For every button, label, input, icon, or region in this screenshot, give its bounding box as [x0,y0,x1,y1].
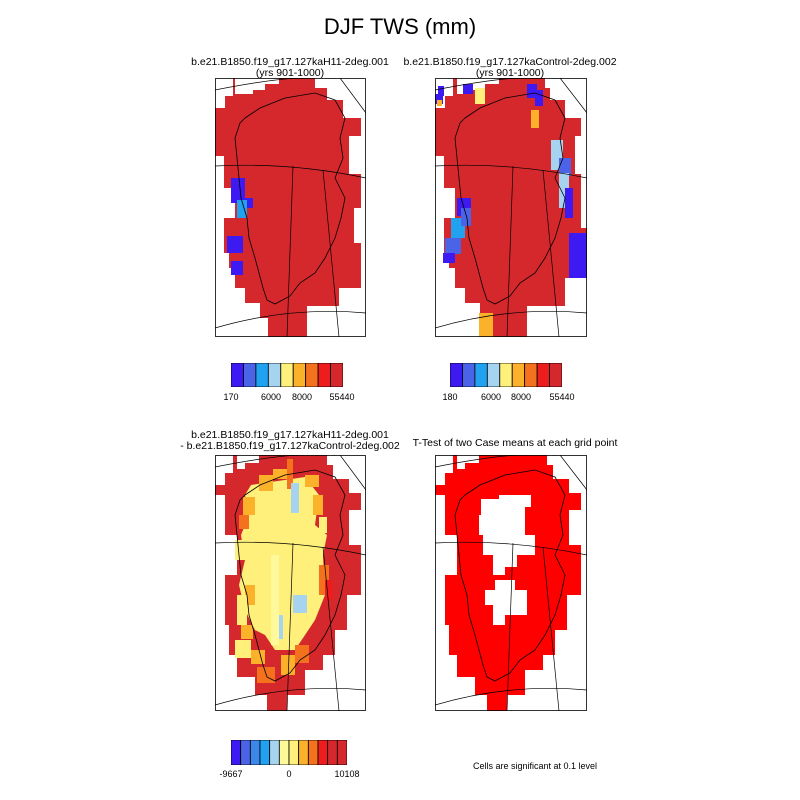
colorbar-swatch [267,363,282,387]
colorbar-swatch [307,740,319,765]
colorbar-tick-label: 8000 [291,392,313,402]
map-grid-lines [215,455,366,711]
map-panel-bottom-left [215,455,366,711]
colorbar-swatch [499,363,513,387]
colorbar-tick-label: -9667 [219,769,243,779]
colorbar-swatch [317,740,329,765]
colorbar-top-right [450,363,562,387]
panel-frame [435,455,587,711]
colorbar-swatch [240,740,251,765]
colorbar-tick-label: 6000 [480,392,502,402]
panel-frame [215,455,366,711]
panel-bottom-right-caption: T-Test of two Case means at each grid po… [395,438,635,449]
colorbar-swatch [269,740,280,765]
colorbar-swatches [450,363,562,387]
map-panel-top-right [435,78,587,337]
colorbar-tick-label: 180 [442,392,458,402]
colorbar-swatch [231,363,244,387]
colorbar-tick-label: 55440 [549,392,575,402]
panel-top-left-caption: b.e21.B1850.f19_g17.127kaH11-2deg.001 (y… [170,57,410,79]
coastline [454,469,566,682]
colorbar-swatch [243,363,257,387]
colorbar-swatch [249,740,261,765]
colorbar-swatch [462,363,476,387]
colorbar-swatch [317,363,331,387]
colorbar-tick-label: 55440 [329,392,355,402]
colorbar-swatch [255,363,269,387]
colorbar-swatch [536,363,550,387]
colorbar-swatch [280,363,294,387]
colorbar-tick-label: 10108 [334,769,360,779]
colorbar-swatch [524,363,538,387]
field-cells [435,78,587,337]
colorbar-swatch [327,740,338,765]
map-panel-bottom-right [435,455,587,711]
colorbar-swatch [259,740,271,765]
colorbar-swatch [298,740,309,765]
significance-note: Cells are significant at 0.1 level [472,761,598,771]
caption-line: b.e21.B1850.f19_g17.127kaH11-2deg.001 [191,56,389,68]
caption-line: T-Test of two Case means at each grid po… [412,437,618,449]
coastline [454,92,566,305]
colorbar-swatch [511,363,526,387]
colorbar-tick-label: 170 [223,392,239,402]
coastline [234,92,346,305]
colorbar-top-left [231,363,343,387]
panel-bottom-left-caption: b.e21.B1850.f19_g17.127kaH11-2deg.001 - … [160,430,420,452]
colorbar-swatches [231,740,347,765]
colorbar-swatch [305,363,319,387]
caption-line: b.e21.B1850.f19_g17.127kaControl-2deg.00… [403,56,617,68]
map-grid-lines [435,78,587,337]
caption-line: b.e21.B1850.f19_g17.127kaH11-2deg.001 [191,429,389,441]
page-title: DJF TWS (mm) [323,14,477,39]
colorbar-tick-label: 0 [286,769,292,779]
map-grid-lines [435,455,587,711]
coastline [234,469,346,682]
colorbar-swatch [288,740,300,765]
colorbar-bottom-left [231,740,347,765]
colorbar-swatch [330,363,343,387]
colorbar-swatch [549,363,562,387]
colorbar-tick-label: 6000 [260,392,282,402]
colorbar-swatch [336,740,347,765]
caption-line: (yrs 901-1000) [255,67,325,79]
map-panel-top-left [215,78,366,337]
colorbar-swatch [231,740,242,765]
field-cells [215,78,366,337]
colorbar-swatch [450,363,463,387]
colorbar-swatch [474,363,488,387]
field-cells [435,455,587,711]
colorbar-tick-label: 8000 [510,392,532,402]
map-grid-lines [215,78,366,337]
colorbar-swatches [231,363,343,387]
colorbar-swatch [292,363,307,387]
panel-frame [435,78,587,337]
colorbar-swatch [278,740,290,765]
colorbar-swatch [486,363,501,387]
field-cells [215,455,366,711]
panel-frame [215,78,366,337]
caption-line: (yrs 901-1000) [475,67,545,79]
caption-line: - b.e21.B1850.f19_g17.127kaControl-2deg.… [180,440,400,452]
panel-top-right-caption: b.e21.B1850.f19_g17.127kaControl-2deg.00… [390,57,630,79]
